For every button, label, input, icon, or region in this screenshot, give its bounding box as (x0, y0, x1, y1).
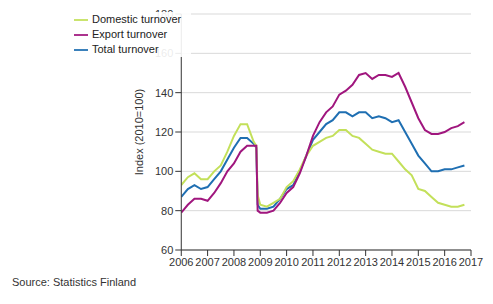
svg-text:2007: 2007 (195, 256, 219, 268)
svg-text:2011: 2011 (301, 256, 325, 268)
svg-text:2017: 2017 (459, 256, 483, 268)
svg-text:2013: 2013 (353, 256, 377, 268)
svg-text:2008: 2008 (222, 256, 246, 268)
svg-text:2009: 2009 (248, 256, 272, 268)
svg-text:Index (2010=100): Index (2010=100) (133, 89, 145, 176)
svg-text:2016: 2016 (432, 256, 456, 268)
svg-text:2006: 2006 (169, 256, 193, 268)
svg-text:2010: 2010 (274, 256, 298, 268)
svg-text:2015: 2015 (406, 256, 430, 268)
svg-text:80: 80 (161, 205, 173, 217)
svg-text:2014: 2014 (380, 256, 404, 268)
svg-text:2012: 2012 (327, 256, 351, 268)
svg-text:60: 60 (161, 244, 173, 256)
svg-text:100: 100 (155, 165, 173, 177)
svg-text:140: 140 (155, 87, 173, 99)
svg-text:160: 160 (155, 47, 173, 59)
svg-text:120: 120 (155, 126, 173, 138)
svg-text:180: 180 (155, 8, 173, 20)
